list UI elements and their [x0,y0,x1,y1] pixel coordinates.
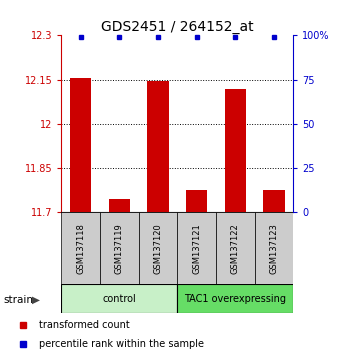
FancyBboxPatch shape [255,212,293,285]
Text: percentile rank within the sample: percentile rank within the sample [39,339,204,349]
Title: GDS2451 / 264152_at: GDS2451 / 264152_at [101,21,254,34]
Text: GSM137121: GSM137121 [192,223,201,274]
Text: GSM137118: GSM137118 [76,223,85,274]
Bar [109,199,130,212]
Text: GSM137123: GSM137123 [269,223,279,274]
FancyBboxPatch shape [61,284,177,313]
Text: ▶: ▶ [32,295,40,305]
Text: GSM137122: GSM137122 [231,223,240,274]
Text: GSM137120: GSM137120 [153,223,163,274]
Bar [70,78,91,212]
Text: GSM137119: GSM137119 [115,223,124,274]
Text: transformed count: transformed count [39,320,130,330]
Text: TAC1 overexpressing: TAC1 overexpressing [184,294,286,304]
Bar [186,190,207,212]
Text: strain: strain [3,295,33,305]
Text: control: control [103,294,136,304]
Bar [225,88,246,212]
FancyBboxPatch shape [61,212,100,285]
FancyBboxPatch shape [139,212,177,285]
Bar [263,190,285,212]
Bar [147,81,169,212]
FancyBboxPatch shape [177,212,216,285]
FancyBboxPatch shape [100,212,139,285]
FancyBboxPatch shape [216,212,255,285]
FancyBboxPatch shape [177,284,293,313]
